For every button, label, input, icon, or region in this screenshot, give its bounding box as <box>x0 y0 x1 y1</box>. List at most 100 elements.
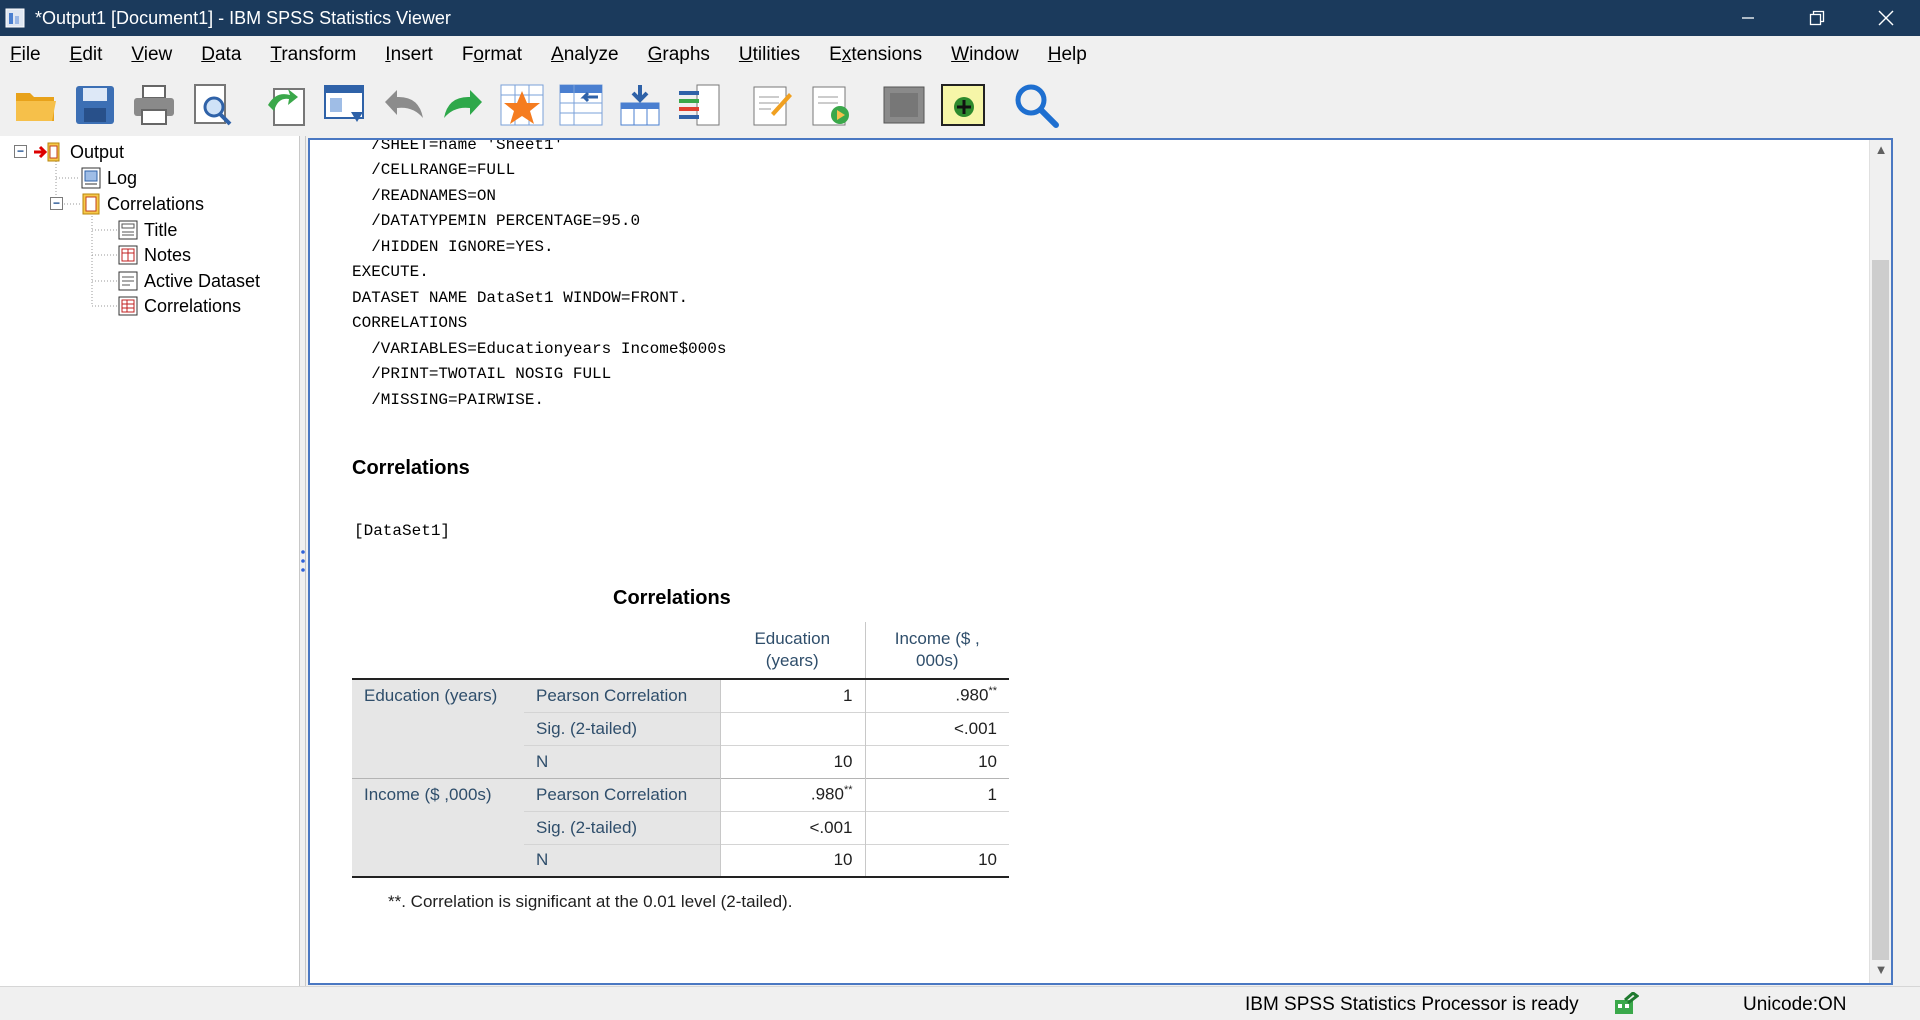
row-group-label <box>352 811 524 844</box>
insert-title-icon[interactable] <box>748 80 796 130</box>
column-header-education: Education (years) <box>720 622 866 680</box>
scrollbar-thumb[interactable] <box>1872 260 1889 960</box>
row-group-label <box>352 844 524 878</box>
menu-format[interactable]: Format <box>461 44 522 65</box>
find-icon[interactable] <box>1012 80 1060 130</box>
table-footnote: **. Correlation is significant at the 0.… <box>388 892 793 911</box>
menu-bar: File Edit View Data Transform Insert Format Ana… <box>0 36 1920 74</box>
tree-connector-lines <box>55 152 117 307</box>
print-icon[interactable] <box>130 80 178 130</box>
title-bar: *Output1 [Document1] - IBM SPSS Statisti… <box>0 0 1920 36</box>
goto-data-icon[interactable] <box>498 80 546 130</box>
menu-help[interactable]: Help <box>1047 44 1087 65</box>
output-content-pane[interactable]: /SHEET=name 'Sheet1' /CELLRANGE=FULL /RE… <box>308 138 1893 985</box>
syntax-line: /VARIABLES=Educationyears Income$000s <box>352 340 727 358</box>
table-cell: 10 <box>720 744 866 778</box>
goto-variable-icon[interactable] <box>616 80 664 130</box>
title-icon <box>118 220 138 240</box>
menu-extensions[interactable]: Extensions <box>829 44 923 65</box>
menu-analyze[interactable]: Analyze <box>551 44 619 65</box>
menu-graphs[interactable]: Graphs <box>647 44 710 65</box>
menu-utilities[interactable]: Utilities <box>738 44 801 65</box>
minimize-button[interactable] <box>1713 0 1782 36</box>
cell-value: .980 <box>955 686 989 706</box>
tree-label-title: Title <box>144 219 178 240</box>
vertical-scrollbar[interactable]: ▲ ▼ <box>1869 140 1891 983</box>
variables-icon[interactable] <box>675 80 723 130</box>
scroll-up-icon[interactable]: ▲ <box>1874 142 1888 157</box>
pivot-table-icon <box>118 296 138 316</box>
row-group-label <box>352 745 524 778</box>
log-icon <box>81 167 101 189</box>
menu-transform[interactable]: Transform <box>270 44 357 65</box>
row-stat-label: Sig. (2-tailed) <box>524 711 721 745</box>
tree-item-correlations[interactable]: Correlations <box>80 192 204 216</box>
menu-insert[interactable]: Insert <box>385 44 433 65</box>
table-row: Sig. (2-tailed) <.001 <box>352 711 1009 745</box>
notes-icon <box>118 245 138 265</box>
toolbar <box>0 74 1920 136</box>
menu-data[interactable]: Data <box>201 44 242 65</box>
table-cell <box>865 810 1009 844</box>
menu-file[interactable]: File <box>10 44 41 65</box>
close-button[interactable] <box>1851 0 1920 36</box>
table-row: N 10 10 <box>352 843 1009 878</box>
undo-icon[interactable] <box>380 80 428 130</box>
goto-case-icon[interactable] <box>557 80 605 130</box>
correlations-book-icon <box>82 193 100 215</box>
menu-window[interactable]: Window <box>951 44 1019 65</box>
create-edit-autoscript-icon[interactable] <box>939 80 987 130</box>
splitter-grip-icon <box>301 550 305 572</box>
active-dataset-icon <box>118 271 138 291</box>
syntax-line: DATASET NAME DataSet1 WINDOW=FRONT. <box>352 289 689 307</box>
restore-button[interactable] <box>1782 0 1851 36</box>
table-cell: <.001 <box>865 711 1009 745</box>
table-cell: 1 <box>865 777 1009 811</box>
collapse-correlations-icon[interactable]: − <box>50 197 63 210</box>
syntax-line: /CELLRANGE=FULL <box>352 161 516 179</box>
row-stat-label: Pearson Correlation <box>524 777 721 811</box>
table-title[interactable]: Correlations <box>613 587 731 609</box>
spss-app-icon[interactable] <box>3 5 29 31</box>
row-stat-label: Sig. (2-tailed) <box>524 810 721 844</box>
tree-item-notes[interactable]: Notes <box>117 243 191 267</box>
tree-item-title[interactable]: Title <box>117 218 177 242</box>
tree-item-log[interactable]: Log <box>80 166 137 190</box>
tree-item-output[interactable]: Output <box>29 140 124 164</box>
designate-window-icon[interactable] <box>880 80 928 130</box>
significance-marker: ** <box>843 784 853 797</box>
scroll-down-icon[interactable]: ▼ <box>1874 962 1888 977</box>
section-heading[interactable]: Correlations <box>352 457 470 479</box>
table-row: Income ($ ,000s) Pearson Correlation .98… <box>352 777 1009 811</box>
table-cell: 10 <box>865 744 1009 778</box>
menu-view[interactable]: View <box>131 44 173 65</box>
pane-splitter[interactable] <box>300 136 306 986</box>
outline-pane[interactable]: − Output Log − Correlations Title Notes … <box>0 136 300 986</box>
significance-marker: ** <box>988 685 997 698</box>
table-cell: 10 <box>720 843 866 878</box>
print-preview-icon[interactable] <box>189 80 237 130</box>
save-icon[interactable] <box>71 80 119 130</box>
insert-text-icon[interactable] <box>807 80 855 130</box>
dataset-label: [DataSet1] <box>354 522 451 540</box>
menu-edit[interactable]: Edit <box>69 44 103 65</box>
column-header-line: Income ($ , <box>894 629 980 648</box>
column-header-line: Education <box>754 629 831 648</box>
export-icon[interactable] <box>262 80 310 130</box>
row-stat-label: N <box>524 843 721 878</box>
tree-label-notes: Notes <box>144 244 192 265</box>
row-group-label: Income ($ ,000s) <box>352 777 524 811</box>
tree-item-active-dataset[interactable]: Active Dataset <box>117 269 260 293</box>
syntax-line: /HIDDEN IGNORE=YES. <box>352 238 554 256</box>
tree-item-correlations-table[interactable]: Correlations <box>117 294 241 318</box>
tree-label-correlations-table: Correlations <box>144 295 242 316</box>
collapse-output-icon[interactable]: − <box>14 145 27 158</box>
table-header-row: Education (years) Income ($ , 000s) <box>352 622 1009 680</box>
output-book-icon <box>34 142 60 162</box>
correlations-table[interactable]: Education (years) Income ($ , 000s) Educ… <box>352 622 1009 878</box>
table-cell <box>720 711 866 745</box>
recall-dialog-icon[interactable] <box>321 80 369 130</box>
open-icon[interactable] <box>12 80 60 130</box>
redo-icon[interactable] <box>439 80 487 130</box>
table-row: N 10 10 <box>352 744 1009 778</box>
